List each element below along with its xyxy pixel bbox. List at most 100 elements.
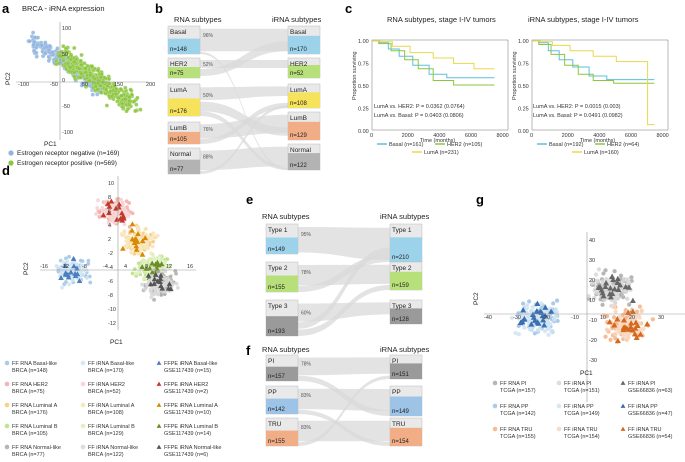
legend-swatch [492, 426, 498, 432]
tick-label: 6 [108, 209, 111, 215]
er-positive-point [92, 76, 97, 82]
panel-e: e RNA subtypes iRNA subtypes Type 1 n=149… [246, 192, 429, 337]
legend-text-line1: FF iRNA TRU [628, 427, 662, 433]
sample-point [86, 261, 91, 266]
x-tick: 0 [530, 133, 533, 139]
legend-swatch [80, 402, 86, 408]
sample-point [122, 206, 127, 211]
flow-band [298, 420, 390, 442]
left-box-name: Type 2 [268, 265, 288, 272]
y-tick: 0.75 [518, 62, 529, 68]
er-negative-point [90, 92, 95, 97]
sample-point [134, 271, 139, 276]
left-box-n: n=142 [268, 407, 286, 413]
sample-point [526, 299, 532, 304]
legend-text-line2: TCGA (n=155) [500, 434, 536, 440]
panel-a-title: BRCA - iRNA expression [22, 4, 105, 13]
left-box-n: n=157 [268, 374, 286, 380]
sample-point [150, 252, 155, 257]
sample-point [139, 238, 146, 244]
sample-point [633, 334, 640, 340]
legend-text-line1: FF RNA HER2 [12, 382, 48, 388]
panel-c-legends: Basal (n=161) HER2 (n=105) LumA (n=231) Bas… [377, 142, 639, 156]
sample-point [120, 245, 126, 251]
legend-text: HER2 (n=64) [607, 142, 639, 148]
tick-label: 40 [589, 238, 595, 244]
er-positive-point [95, 68, 101, 73]
panel-c-left-plot: 1.00 0.75 0.50 0.25 0.000 2000 4000 6000 8000 [358, 39, 509, 139]
left-box-fill [266, 237, 298, 254]
er-positive-point [123, 97, 128, 102]
flow-band [298, 388, 390, 411]
panel-b: b RNA subtypes iRNA subtypes Basal n=148 9… [155, 1, 321, 175]
sample-point [174, 281, 179, 286]
sample-point [614, 337, 621, 344]
sample-point [525, 313, 531, 319]
er-positive-point [72, 74, 77, 79]
er-negative-point [31, 30, 36, 35]
sample-point [139, 264, 145, 270]
legend-text-line2: BRCA (n=170) [88, 368, 124, 374]
flow-band [200, 51, 288, 171]
left-box-pct: 76% [203, 127, 214, 133]
sample-point [611, 304, 617, 310]
sample-point [611, 314, 617, 320]
panel-d-yticks: 10 8 6 4 2 -2 -4 -6 -8 -10 -12 [108, 181, 116, 327]
er-positive-point [109, 94, 114, 99]
sample-point [528, 321, 535, 327]
sample-point [106, 210, 112, 216]
tick-label: -16 [40, 264, 48, 270]
sample-point [637, 304, 643, 309]
flow-band [200, 102, 288, 144]
legend-swatch [4, 444, 10, 450]
panel-b-left-header: RNA subtypes [174, 15, 222, 24]
sample-point [65, 274, 72, 280]
tick-label: 20 [629, 315, 635, 321]
sample-point [140, 244, 146, 249]
er-positive-point [114, 91, 119, 97]
er-negative-point [39, 43, 44, 48]
er-negative-point [44, 44, 49, 50]
er-positive-point [124, 109, 129, 114]
tick-label: 30 [658, 315, 664, 321]
panel-f-flows [298, 357, 390, 446]
right-box-name: HER2 [290, 61, 308, 68]
sample-point [129, 250, 134, 255]
legend-text: Basal (n=192) [549, 142, 584, 148]
sample-point [84, 276, 89, 281]
tick-label: -40 [484, 315, 492, 321]
legend-text-line1: FF RNA Luminal B [12, 424, 58, 430]
sample-point [586, 293, 591, 299]
er-positive-point [79, 52, 84, 58]
sample-point [520, 307, 527, 313]
plot-frame [371, 39, 509, 131]
sample-point [151, 297, 157, 302]
er-positive-point [88, 73, 93, 78]
legend-text: Estrogen receptor negative (n=169) [17, 150, 119, 157]
er-negative-point [50, 50, 55, 55]
sample-point [151, 280, 158, 286]
legend-text-line1: FFPE iRNA Luminal A [164, 403, 218, 409]
sample-point [88, 280, 93, 285]
sample-point [166, 281, 173, 287]
legend-text-line1: FF iRNA PI [628, 381, 656, 387]
right-box-n: n=122 [290, 163, 308, 169]
panel-g-ylabel: PC2 [473, 292, 480, 305]
panel-a-ylabel: PC2 [5, 72, 12, 85]
survival-curve [372, 40, 495, 70]
x-tick: 6000 [625, 133, 637, 139]
er-positive-point [104, 103, 109, 108]
panel-c-right-stat-2: LumA vs. Basal: P = 0.0491 (0.0982) [533, 113, 623, 119]
y-tick: 1.00 [518, 39, 529, 45]
tick-label: -4 [103, 264, 108, 270]
right-box-name: Type 3 [392, 303, 412, 310]
tick-label: 50 [62, 52, 68, 58]
er-negative-point [34, 50, 39, 56]
er-positive-point [138, 107, 143, 112]
sample-point [607, 285, 614, 291]
sample-point [136, 261, 141, 266]
er-positive-point [133, 108, 138, 114]
sample-point [546, 332, 551, 338]
sample-point [67, 282, 72, 287]
